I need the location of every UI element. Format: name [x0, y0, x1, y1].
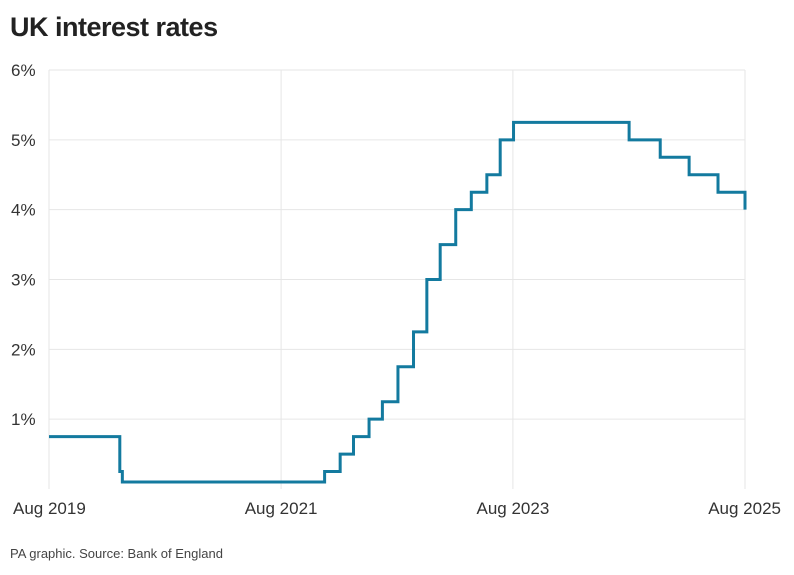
- y-tick-label: 3%: [11, 271, 36, 290]
- y-axis-ticks: 1% 2% 3% 4% 5% 6%: [11, 61, 36, 429]
- source-note: PA graphic. Source: Bank of England: [10, 546, 223, 561]
- y-tick-label: 6%: [11, 61, 36, 80]
- chart-plot: 1%2%3%4%5%6% Aug 2019 Aug 2021 Aug 2023 Aug…: [11, 61, 781, 518]
- chart-title: UK interest rates: [10, 12, 218, 42]
- x-tick-label: Aug 2023: [476, 499, 549, 518]
- series-line-interest-rate: [49, 120, 747, 484]
- gridlines: [48, 69, 746, 489]
- x-tick-label: Aug 2025: [708, 499, 781, 518]
- y-tick-label: 1%: [11, 410, 36, 429]
- x-tick-label: Aug 2021: [245, 499, 318, 518]
- x-tick-label: Aug 2019: [13, 499, 86, 518]
- x-axis-ticks: Aug 2019 Aug 2021 Aug 2023 Aug 2025: [13, 499, 781, 518]
- y-tick-label: 2%: [11, 340, 36, 359]
- y-tick-label: 4%: [11, 201, 36, 220]
- y-tick-label: 5%: [11, 131, 36, 150]
